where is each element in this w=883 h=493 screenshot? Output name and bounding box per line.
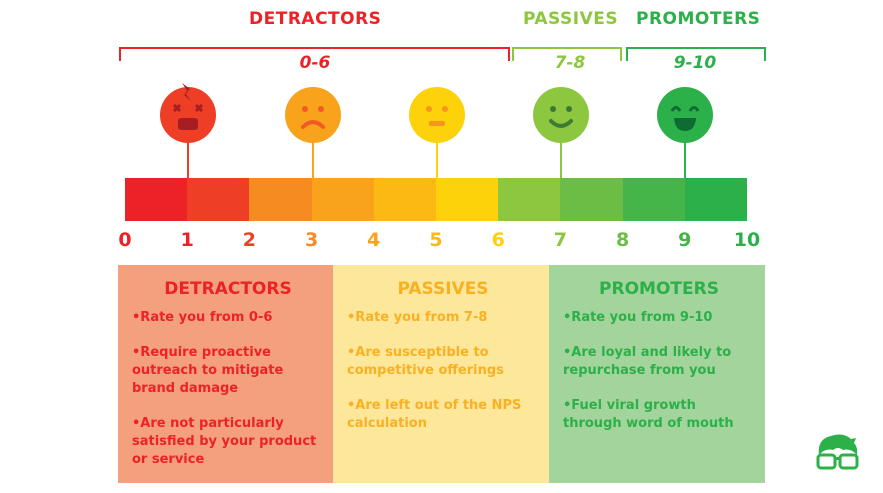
card-bullet: •Rate you from 0-6 <box>132 310 273 325</box>
angry-face-icon <box>160 83 216 147</box>
scale-segment <box>684 178 747 221</box>
scale-segment <box>249 178 312 221</box>
card-bullet: •Rate you from 7-8 <box>347 310 488 325</box>
scale-number: 3 <box>304 229 319 251</box>
face-stick <box>187 142 189 179</box>
passives-card: PASSIVES •Rate you from 7-8 •Are susceptib… <box>333 265 549 483</box>
promoters-heading: PROMOTERS <box>636 9 761 29</box>
promoters-card: PROMOTERS •Rate you from 9-10 •Are loyal a… <box>549 265 765 483</box>
scale-segment <box>187 178 250 221</box>
face-stick <box>436 142 438 179</box>
scale-number: 4 <box>367 229 381 251</box>
scale-number: 7 <box>553 229 567 251</box>
scale-segment <box>125 178 188 221</box>
card-bullet: •Fuel viral growth through word of mouth <box>563 398 734 431</box>
scale-segment <box>560 178 623 221</box>
passives-range: 7-8 <box>554 53 586 73</box>
scale-segment <box>311 178 374 221</box>
detractors-bracket <box>119 47 510 61</box>
scale-segment <box>436 178 499 221</box>
promoters-range: 9-10 <box>673 53 717 73</box>
scale-segment <box>373 178 436 221</box>
happy-face-icon <box>657 87 713 147</box>
card-bullet: •Require proactive outreach to mitigate … <box>132 345 284 396</box>
scale-number: 10 <box>733 229 761 251</box>
scale-number: 2 <box>242 229 256 251</box>
card-bullet: •Are susceptible to competitive offering… <box>347 345 504 378</box>
card-bullet: •Are loyal and likely to repurchase from… <box>563 345 732 378</box>
scale-number: 1 <box>180 229 194 251</box>
detractors-heading: DETRACTORS <box>249 9 382 29</box>
promoters-bracket <box>626 47 766 61</box>
face-stick <box>312 142 314 179</box>
card-bullet: •Are not particularly satisfied by your … <box>132 416 317 467</box>
face-stick <box>684 142 686 179</box>
detractors-card: DETRACTORS •Rate you from 0-6 •Require pro… <box>118 265 334 483</box>
card-bullet: •Rate you from 9-10 <box>563 310 713 325</box>
scale-number: 0 <box>118 229 132 251</box>
scale-segment <box>498 178 561 221</box>
scale-number: 9 <box>678 229 692 251</box>
neutral-face-icon <box>409 87 465 147</box>
scale-number: 6 <box>491 229 505 251</box>
card-title: DETRACTORS <box>164 279 292 299</box>
smile-face-icon <box>533 87 589 147</box>
passives-bracket <box>512 47 622 61</box>
sad-face-icon <box>285 87 341 147</box>
passives-heading: PASSIVES <box>523 9 619 29</box>
face-stick <box>560 142 562 179</box>
card-title: PASSIVES <box>397 279 489 299</box>
card-bullet: •Are left out of the NPS calculation <box>347 398 522 431</box>
card-title: PROMOTERS <box>599 279 719 299</box>
detractors-range: 0-6 <box>299 53 331 73</box>
nerd-glasses-logo-icon <box>816 434 859 470</box>
scale-segment <box>622 178 685 221</box>
scale-number: 8 <box>615 229 630 251</box>
scale-number: 5 <box>429 229 443 251</box>
